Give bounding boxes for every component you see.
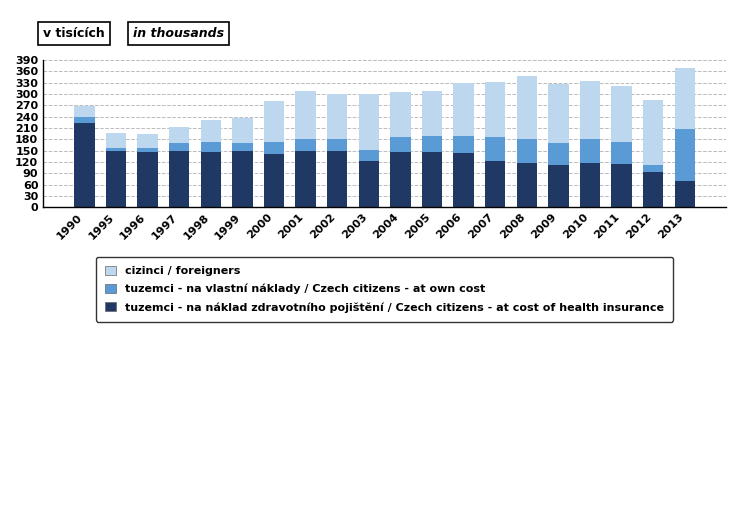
- Bar: [327, 139, 347, 151]
- Bar: [421, 152, 442, 207]
- Bar: [358, 161, 379, 207]
- Bar: [74, 117, 95, 123]
- Bar: [295, 151, 316, 207]
- Bar: [327, 95, 347, 139]
- Bar: [548, 143, 568, 164]
- Bar: [516, 76, 537, 139]
- Bar: [169, 151, 189, 207]
- Text: in thousands: in thousands: [133, 27, 223, 40]
- Bar: [137, 134, 158, 148]
- Bar: [295, 90, 316, 139]
- Bar: [358, 94, 379, 150]
- Bar: [106, 149, 126, 151]
- Bar: [674, 130, 695, 181]
- Bar: [516, 139, 537, 162]
- Bar: [421, 91, 442, 136]
- Bar: [390, 152, 410, 207]
- Bar: [548, 164, 568, 207]
- Bar: [390, 92, 410, 137]
- Bar: [169, 143, 189, 151]
- Bar: [611, 164, 632, 207]
- Bar: [169, 127, 189, 143]
- Bar: [485, 161, 505, 207]
- Bar: [485, 82, 505, 137]
- Bar: [137, 148, 158, 153]
- Legend: cizinci / foreigners, tuzemci - na vlastní náklady / Czech citizens - at own cos: cizinci / foreigners, tuzemci - na vlast…: [96, 257, 673, 322]
- Bar: [106, 151, 126, 207]
- Bar: [106, 133, 126, 149]
- Bar: [232, 143, 253, 151]
- Bar: [295, 139, 316, 151]
- Bar: [674, 181, 695, 207]
- Bar: [263, 101, 284, 142]
- Bar: [232, 151, 253, 207]
- Bar: [516, 162, 537, 207]
- Bar: [232, 118, 253, 143]
- Bar: [327, 151, 347, 207]
- Bar: [674, 68, 695, 130]
- Bar: [453, 153, 474, 207]
- Bar: [390, 137, 410, 152]
- Bar: [74, 106, 95, 117]
- Bar: [421, 136, 442, 152]
- Bar: [358, 150, 379, 161]
- Bar: [263, 142, 284, 154]
- Bar: [643, 100, 663, 164]
- Text: v tisících: v tisících: [43, 27, 105, 40]
- Bar: [453, 83, 474, 136]
- Bar: [200, 120, 221, 142]
- Bar: [74, 123, 95, 207]
- Bar: [453, 136, 474, 153]
- Bar: [580, 139, 600, 162]
- Bar: [643, 172, 663, 207]
- Bar: [580, 81, 600, 139]
- Bar: [643, 164, 663, 172]
- Bar: [580, 162, 600, 207]
- Bar: [200, 153, 221, 207]
- Bar: [611, 86, 632, 142]
- Bar: [137, 153, 158, 207]
- Bar: [263, 154, 284, 207]
- Bar: [548, 84, 568, 143]
- Bar: [200, 142, 221, 153]
- Bar: [611, 142, 632, 164]
- Bar: [485, 137, 505, 161]
